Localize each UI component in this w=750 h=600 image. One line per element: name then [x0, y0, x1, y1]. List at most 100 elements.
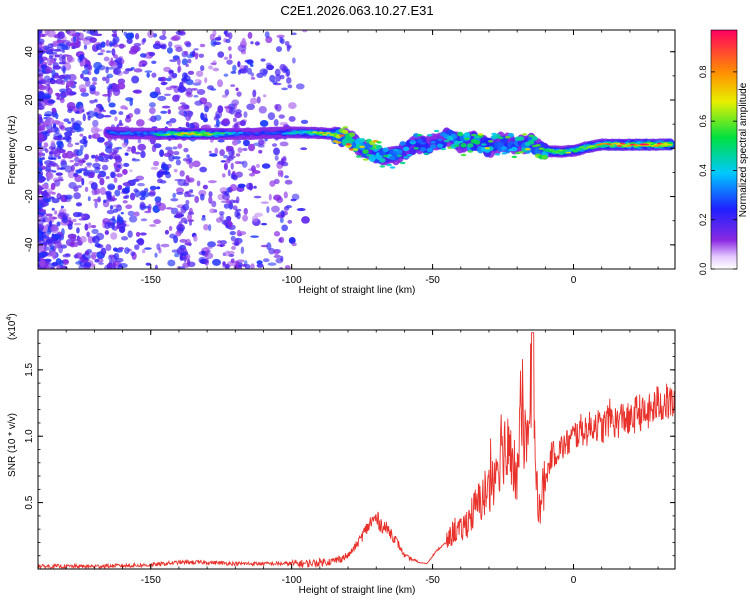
noise-speck [273, 254, 282, 259]
noise-speck [101, 164, 109, 171]
ridge-mark [460, 143, 467, 148]
noise-speck [51, 107, 57, 113]
noise-speck [279, 141, 289, 147]
ridge-mark [342, 126, 349, 129]
noise-speck [257, 144, 265, 148]
noise-speck [107, 95, 111, 103]
noise-speck [46, 172, 54, 180]
noise-speck [195, 70, 204, 77]
noise-speck [80, 92, 90, 97]
noise-speck [126, 149, 132, 152]
ridge-mark [498, 136, 504, 140]
noise-speck [165, 86, 173, 91]
noise-speck [90, 224, 97, 229]
noise-speck [105, 176, 110, 180]
noise-speck [87, 64, 93, 71]
noise-speck [149, 185, 157, 191]
noise-speck [223, 162, 228, 171]
noise-speck [103, 199, 107, 204]
noise-speck [117, 122, 124, 127]
noise-speck [152, 43, 162, 50]
noise-speck [51, 162, 58, 167]
noise-speck [240, 246, 245, 254]
noise-speck [148, 191, 156, 197]
colorbar-tick-label: 0.2 [698, 213, 708, 226]
ridge-mark [463, 132, 471, 137]
noise-speck [142, 37, 147, 43]
noise-speck [159, 149, 165, 157]
noise-speck [38, 214, 43, 220]
ridge-mark [369, 147, 376, 150]
ridge-mark [190, 132, 196, 135]
noise-speck [210, 62, 217, 66]
noise-speck [217, 139, 225, 143]
noise-speck [48, 220, 53, 228]
snr-x-label: Height of straight line (km) [299, 585, 416, 596]
noise-speck [149, 107, 156, 115]
noise-speck [136, 119, 145, 127]
noise-speck [70, 234, 76, 242]
noise-speck [260, 58, 266, 62]
noise-speck [167, 109, 172, 115]
noise-speck [103, 56, 110, 62]
noise-speck [198, 53, 205, 58]
noise-speck [84, 261, 92, 268]
noise-speck [82, 58, 86, 66]
noise-speck [57, 176, 63, 180]
noise-speck [232, 205, 238, 211]
noise-speck [114, 116, 118, 122]
noise-speck [108, 254, 115, 258]
snr-x-ticks: -150 -100 -50 0 [37, 330, 659, 586]
noise-speck [174, 94, 181, 99]
noise-speck [51, 198, 60, 204]
noise-speck [59, 88, 68, 93]
noise-speck [120, 211, 124, 215]
noise-speck [73, 124, 82, 133]
noise-speck [60, 160, 68, 168]
noise-speck [131, 158, 141, 162]
noise-speck [52, 233, 62, 240]
noise-speck [71, 33, 79, 38]
noise-speck [198, 256, 207, 264]
ridge-mark [234, 132, 240, 135]
noise-speck [208, 153, 218, 157]
noise-speck [97, 52, 104, 56]
ridge-mark [274, 131, 281, 134]
noise-speck [288, 116, 296, 122]
noise-speck [81, 69, 90, 75]
noise-speck [194, 53, 199, 60]
ridge-mark [389, 166, 396, 169]
spectrogram-ridge-layer [103, 126, 675, 169]
y-tick-label: 1.5 [24, 362, 35, 376]
colorbar: 0.0 0.2 0.4 0.6 0.8 Normalized spectral ampl… [698, 29, 749, 275]
ridge-mark [399, 161, 406, 165]
noise-speck [105, 66, 109, 74]
noise-speck [77, 56, 83, 63]
ridge-mark [457, 131, 464, 137]
ridge-mark [318, 131, 325, 134]
noise-speck [114, 189, 121, 197]
noise-speck [134, 244, 140, 250]
ridge-mark [430, 144, 437, 149]
noise-speck [39, 252, 46, 259]
noise-speck [56, 140, 64, 147]
noise-speck [156, 186, 161, 190]
noise-speck [103, 141, 109, 146]
noise-speck [194, 100, 203, 106]
noise-speck [112, 247, 118, 252]
noise-speck [55, 97, 65, 101]
noise-speck [49, 52, 54, 60]
noise-speck [208, 196, 213, 204]
noise-speck [291, 32, 297, 36]
noise-speck [234, 238, 240, 246]
noise-speck [94, 159, 100, 163]
ridge-mark [531, 136, 538, 141]
noise-speck [190, 88, 198, 91]
ridge-mark [572, 150, 579, 153]
noise-speck [239, 120, 246, 127]
noise-speck [121, 142, 128, 148]
noise-speck [273, 147, 280, 156]
noise-speck [196, 180, 201, 187]
noise-speck [55, 78, 64, 85]
noise-speck [38, 107, 43, 110]
